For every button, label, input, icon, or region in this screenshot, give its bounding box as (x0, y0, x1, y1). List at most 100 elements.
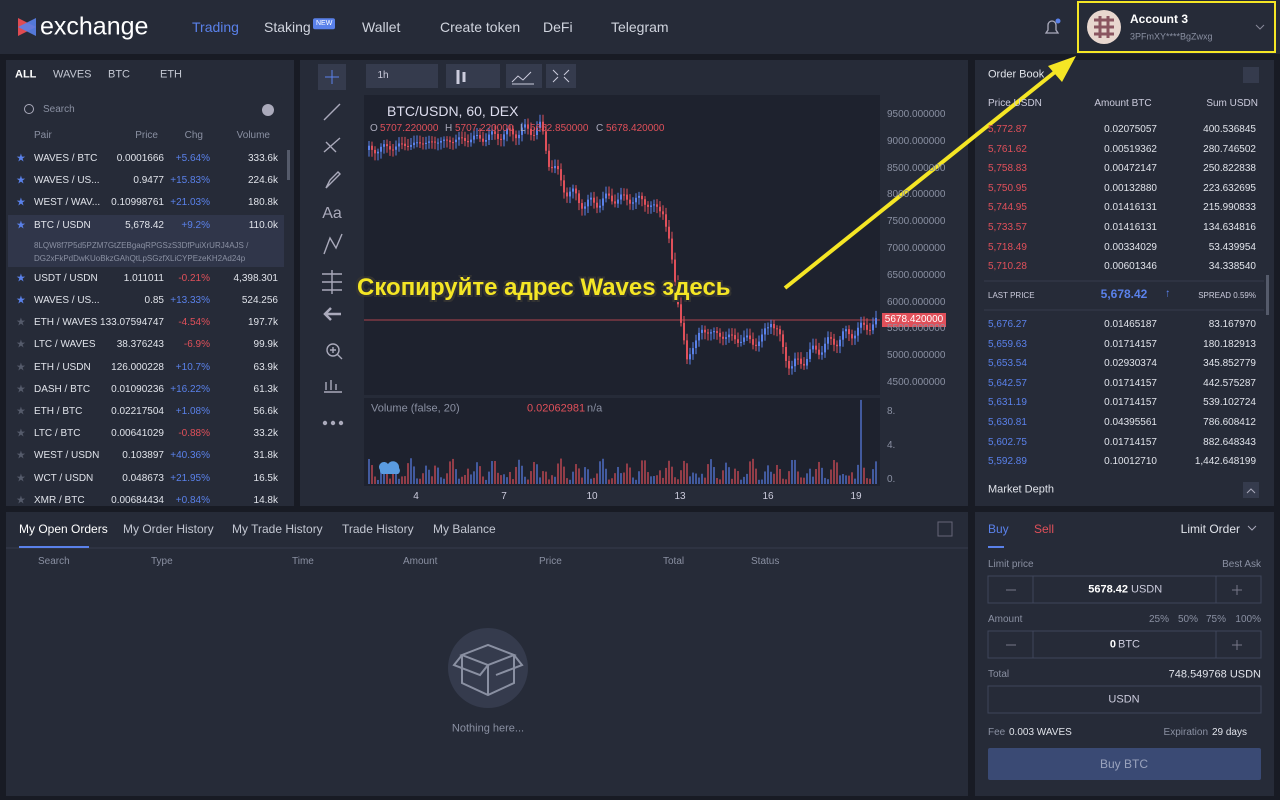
pair-name[interactable]: WEST / WAV... (34, 197, 101, 209)
favorite-star[interactable]: ★ (16, 405, 26, 418)
nav-item[interactable]: DeFi (543, 19, 573, 35)
pair-name[interactable]: WCT / USDN (34, 472, 94, 484)
volume-bar (680, 470, 682, 484)
favorite-star[interactable]: ★ (16, 427, 26, 440)
volume-bar (545, 471, 547, 484)
favorite-star[interactable]: ★ (16, 294, 26, 307)
ob-price[interactable]: 5,630.81 (988, 417, 1027, 428)
orders-tab[interactable]: My Balance (433, 522, 496, 536)
ob-price[interactable]: 5,761.62 (988, 143, 1027, 155)
nav-item[interactable]: Telegram (611, 19, 669, 35)
candle (857, 327, 859, 336)
volume-bar (638, 471, 640, 484)
favorite-star[interactable]: ★ (16, 219, 26, 232)
favorite-star[interactable]: ★ (16, 338, 26, 351)
bell-icon (1044, 18, 1061, 34)
candle (737, 339, 739, 343)
pair-name[interactable]: XMR / BTC (34, 494, 85, 506)
nav-item[interactable]: Create token (440, 19, 521, 35)
last-price-label: LAST PRICE (988, 291, 1035, 300)
ob-price[interactable]: 5,772.87 (988, 124, 1027, 135)
text-tool[interactable]: Aa (322, 205, 342, 222)
account-name[interactable]: Account 3 (1130, 12, 1189, 26)
expiration-value[interactable]: 29 days (1211, 727, 1247, 738)
percent[interactable]: 25% (1148, 614, 1169, 625)
interval[interactable]: 1h (377, 70, 389, 81)
volume-bar (599, 461, 601, 484)
pair-name[interactable]: ETH / WAVES (34, 317, 98, 329)
percent[interactable]: 50% (1177, 614, 1198, 625)
volume-bar (488, 471, 490, 484)
ob-price[interactable]: 5,602.75 (988, 436, 1027, 448)
pair-name[interactable]: BTC / USDN (34, 219, 91, 231)
amount-unit: BTC (1118, 638, 1140, 651)
favorite-star[interactable]: ★ (16, 152, 26, 165)
orderbook-settings[interactable] (1243, 67, 1259, 83)
candle (377, 151, 379, 154)
submit-button[interactable] (988, 748, 1261, 780)
nav-item[interactable]: Trading (192, 19, 239, 35)
orders-tab[interactable]: My Order History (123, 522, 214, 536)
orders-tab[interactable]: My Trade History (232, 522, 323, 536)
volume-bar (698, 477, 700, 484)
chart-symbol: BTC/USDN, 60, DEX (387, 103, 519, 119)
pair-name[interactable]: WEST / USDN (34, 450, 100, 462)
percent[interactable]: 100% (1235, 614, 1261, 625)
ohlc-value: 5652.850000 (530, 123, 589, 134)
scrollbar (287, 150, 290, 180)
pair-name[interactable]: ETH / BTC (34, 406, 83, 417)
ob-price[interactable]: 5,676.27 (988, 319, 1027, 330)
favorite-star[interactable]: ★ (16, 449, 26, 462)
candle (563, 180, 565, 193)
favorite-star[interactable]: ★ (16, 272, 26, 285)
favorite-star[interactable]: ★ (16, 316, 26, 329)
ob-price[interactable]: 5,653.54 (988, 358, 1027, 370)
percent[interactable]: 75% (1205, 614, 1226, 625)
pair-tab[interactable]: WAVES (53, 68, 92, 81)
pair-name[interactable]: ETH / USDN (34, 361, 91, 373)
ob-price[interactable]: 5,710.28 (988, 261, 1027, 273)
pair-name[interactable]: WAVES / BTC (34, 153, 98, 164)
orders-tab[interactable]: Trade History (342, 522, 414, 536)
pair-volume: 99.9k (253, 339, 278, 351)
volume-bar (476, 462, 478, 484)
nav-item[interactable]: Wallet (362, 19, 401, 35)
favorite-star[interactable]: ★ (16, 196, 26, 209)
favorite-star[interactable]: ★ (16, 494, 26, 507)
search-box[interactable] (20, 97, 282, 123)
ob-price[interactable]: 5,750.95 (988, 182, 1027, 194)
ob-price[interactable]: 5,718.49 (988, 241, 1027, 253)
candle (617, 199, 619, 204)
orders-tab[interactable]: My Open Orders (19, 522, 108, 536)
candle (392, 149, 394, 151)
pair-name[interactable]: DASH / BTC (34, 383, 91, 395)
pair-name[interactable]: USDT / USDN (34, 272, 98, 284)
favorite-star[interactable]: ★ (16, 383, 26, 396)
ob-amount: 0.01714157 (1104, 436, 1157, 448)
favorite-star[interactable]: ★ (16, 361, 26, 374)
volume-bar (539, 477, 541, 484)
order-type[interactable]: Limit Order (1180, 522, 1240, 536)
sell-tab[interactable]: Sell (1034, 522, 1055, 536)
ob-price[interactable]: 5,659.63 (988, 338, 1027, 350)
expand-icon[interactable] (937, 521, 953, 537)
pair-name[interactable]: LTC / WAVES (34, 339, 96, 351)
ob-price[interactable]: 5,744.95 (988, 202, 1027, 214)
ob-price[interactable]: 5,733.57 (988, 222, 1027, 233)
ob-price[interactable]: 5,758.83 (988, 163, 1027, 175)
favorite-star[interactable]: ★ (16, 472, 26, 485)
pair-name[interactable]: WAVES / US... (34, 175, 100, 187)
nav-item[interactable]: Staking (264, 19, 311, 35)
favorite-star[interactable]: ★ (16, 174, 26, 187)
ob-price[interactable]: 5,592.89 (988, 456, 1027, 468)
pair-name[interactable]: WAVES / US... (34, 295, 100, 306)
pair-tab[interactable]: ALL (15, 68, 37, 81)
ob-price[interactable]: 5,631.19 (988, 397, 1027, 409)
pair-name[interactable]: LTC / BTC (34, 428, 81, 440)
depth-toggle[interactable] (1243, 482, 1259, 498)
ob-price[interactable]: 5,642.57 (988, 377, 1027, 389)
pair-tab[interactable]: ETH (160, 68, 182, 81)
pair-tab[interactable]: BTC (108, 68, 130, 81)
best-ask[interactable]: Best Ask (1222, 559, 1261, 570)
buy-tab[interactable]: Buy (988, 522, 1009, 536)
